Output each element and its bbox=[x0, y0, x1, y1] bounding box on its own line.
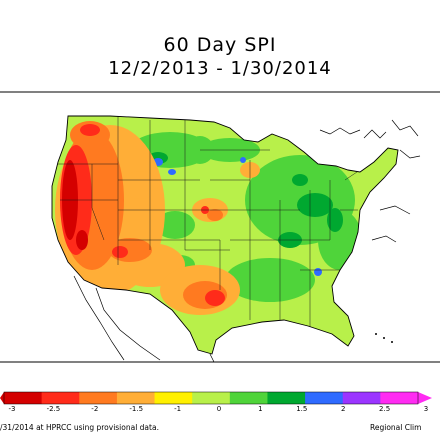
legend-swatch bbox=[79, 392, 118, 404]
legend-swatch bbox=[154, 392, 193, 404]
legend-swatch bbox=[305, 392, 344, 404]
footer-provenance: /31/2014 at HPRCC using provisional data… bbox=[0, 423, 159, 432]
map-frame bbox=[0, 91, 440, 363]
state-boundaries bbox=[52, 116, 361, 328]
legend-tick-label: 1 bbox=[258, 405, 262, 413]
mexico-coastline bbox=[73, 275, 215, 363]
map-title: 60 Day SPI bbox=[163, 34, 277, 56]
legend-tick-label: 0 bbox=[217, 405, 221, 413]
footer-credit: Regional Clim bbox=[370, 423, 422, 432]
spi-legend: -3 -2.5 -2 -1.5 -1 0 1 1.5 2 2.5 3 bbox=[0, 391, 432, 413]
legend-arrow-low bbox=[0, 392, 4, 404]
legend-tick-label: -1.5 bbox=[129, 405, 143, 413]
legend-border bbox=[3, 391, 419, 405]
legend-swatch bbox=[192, 392, 231, 404]
us-outline bbox=[51, 115, 399, 355]
legend-tick-label: 2.5 bbox=[379, 405, 390, 413]
legend-swatch bbox=[229, 392, 268, 404]
legend-tick-label: -2 bbox=[91, 405, 98, 413]
legend-arrow-high bbox=[418, 392, 432, 404]
gulf-islands bbox=[375, 333, 393, 343]
map-date-range: 12/2/2013 - 1/30/2014 bbox=[108, 58, 332, 79]
legend-swatch bbox=[41, 392, 80, 404]
legend-tick-label: 1.5 bbox=[296, 405, 307, 413]
legend-tick-label: -3 bbox=[9, 405, 16, 413]
legend-tick-label: -1 bbox=[174, 405, 181, 413]
legend-swatch bbox=[4, 392, 43, 404]
legend-tick-label: -2.5 bbox=[47, 405, 61, 413]
legend-swatch bbox=[380, 392, 419, 404]
legend-tick-label: 2 bbox=[341, 405, 345, 413]
legend-swatch bbox=[342, 392, 381, 404]
canada-coastline bbox=[319, 119, 421, 243]
spi-map bbox=[0, 91, 440, 363]
legend-tick-label: 3 bbox=[424, 405, 428, 413]
legend-swatch bbox=[116, 392, 156, 404]
legend-swatch bbox=[267, 392, 306, 404]
